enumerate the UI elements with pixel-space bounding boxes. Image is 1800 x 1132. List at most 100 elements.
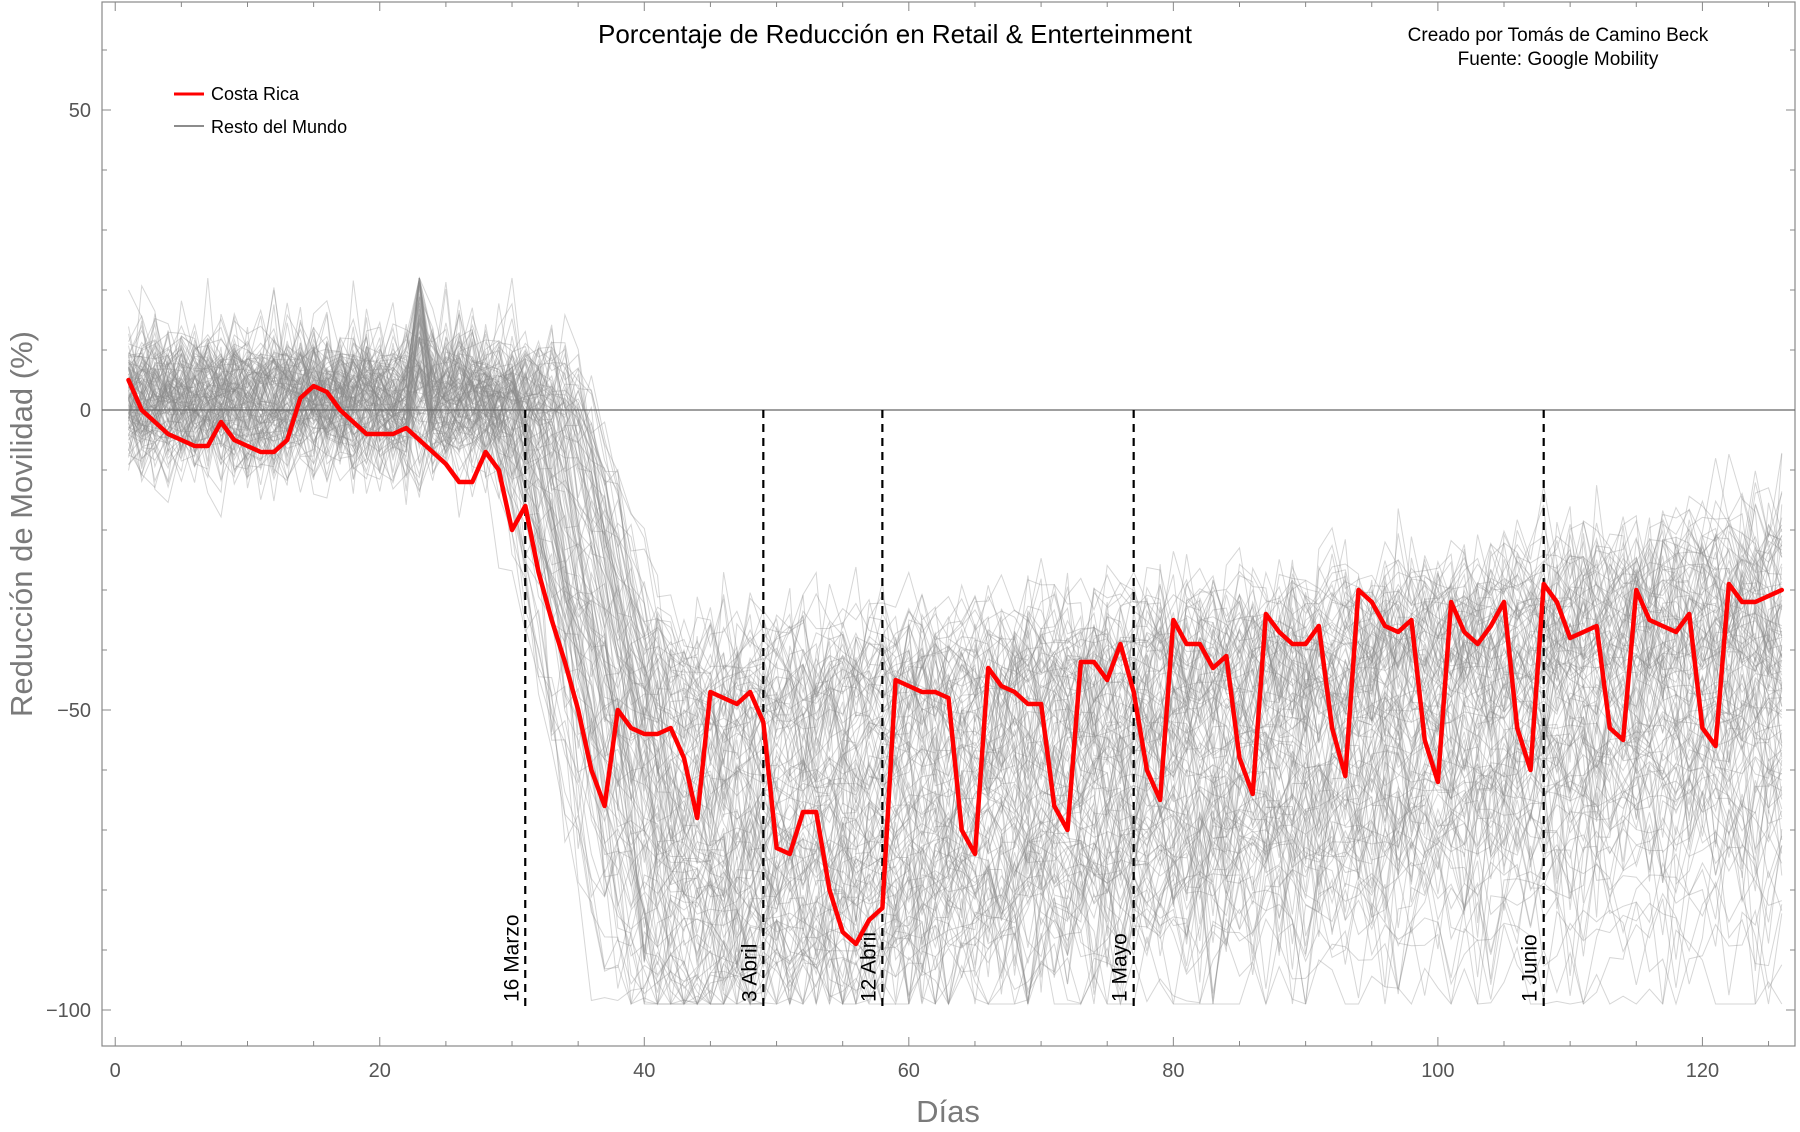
world-line [128, 324, 1783, 1005]
world-line [128, 302, 1783, 1005]
credit-source: Fuente: Google Mobility [1458, 49, 1659, 70]
world-line [128, 353, 1783, 776]
world-line [128, 315, 1782, 975]
world-line [128, 313, 1783, 1005]
world-line [128, 330, 1783, 751]
y-tick-label: −50 [57, 700, 91, 722]
world-line [128, 286, 1783, 881]
world-line [128, 300, 1783, 928]
world-line [128, 277, 1782, 811]
world-line [128, 277, 1783, 820]
plot-frame [101, 1, 1796, 1047]
world-line [128, 339, 1783, 919]
x-tick-label: 100 [1421, 1060, 1454, 1082]
world-line [128, 283, 1783, 688]
world-line [128, 326, 1783, 1005]
world-line [128, 375, 1782, 747]
y-tick-label: −100 [46, 1000, 91, 1022]
world-line [128, 335, 1783, 1006]
world-line [128, 279, 1783, 922]
world-line [128, 354, 1783, 1006]
world-line [128, 277, 1783, 864]
x-tick-label: 120 [1686, 1060, 1719, 1082]
world-line [128, 338, 1783, 907]
world-line [128, 284, 1783, 1005]
world-lines [128, 276, 1783, 1006]
world-line [128, 282, 1782, 967]
annotation-label: 1 Junio [1519, 934, 1542, 1002]
world-line [128, 288, 1783, 853]
world-line [128, 328, 1783, 765]
date-annotations: 16 Marzo 3 Abril 12 Abril 1 Mayo 1 Junio [500, 410, 1545, 1010]
world-line [128, 370, 1783, 702]
annotation-label: 3 Abril [738, 944, 761, 1002]
world-line [128, 342, 1783, 973]
world-line [128, 340, 1783, 989]
world-line [128, 352, 1783, 1006]
world-line [128, 296, 1783, 754]
world-line [128, 342, 1782, 772]
world-line [128, 337, 1783, 1006]
world-line [128, 341, 1782, 747]
world-line [128, 303, 1783, 968]
world-line [128, 366, 1783, 759]
x-tick-label: 40 [633, 1060, 655, 1082]
world-line [128, 313, 1782, 916]
world-line [128, 353, 1783, 816]
legend-world-label: Resto del Mundo [211, 117, 347, 137]
world-line [128, 329, 1783, 1006]
world-line [128, 346, 1783, 1005]
legend-costa-rica-label: Costa Rica [211, 84, 300, 104]
y-axis-title: Reducción de Movilidad (%) [4, 331, 39, 717]
world-line [128, 326, 1783, 910]
world-line [128, 345, 1783, 913]
world-line [128, 277, 1783, 1005]
costa-rica-line [126, 377, 1785, 947]
world-line [128, 281, 1783, 1006]
x-tick-label: 80 [1162, 1060, 1184, 1082]
world-line [128, 331, 1783, 1005]
world-line [128, 333, 1783, 981]
world-line [128, 350, 1783, 737]
x-tick-label: 20 [369, 1060, 391, 1082]
world-line [128, 337, 1783, 1002]
axis-ticks [102, 2, 1795, 1046]
world-line [128, 277, 1783, 958]
annotation-label: 1 Mayo [1109, 933, 1132, 1002]
annotation-label: 12 Abril [857, 932, 880, 1002]
annotation-label: 16 Marzo [500, 914, 523, 1002]
world-line [128, 347, 1783, 801]
world-line [128, 359, 1783, 739]
world-line [128, 314, 1783, 929]
world-line [128, 384, 1783, 765]
world-line [128, 277, 1783, 955]
world-line [128, 317, 1783, 865]
x-axis-title: Días [916, 1094, 980, 1129]
world-line [128, 313, 1783, 1005]
world-line [128, 379, 1783, 1006]
x-tick-label: 60 [898, 1060, 920, 1082]
x-tick-label: 0 [110, 1060, 121, 1082]
world-line [128, 356, 1783, 846]
world-line [128, 299, 1782, 1006]
world-line [128, 359, 1783, 1005]
world-line [128, 328, 1783, 1005]
world-line [128, 277, 1783, 879]
world-line [128, 277, 1783, 823]
world-line [128, 370, 1783, 1005]
world-line [128, 287, 1783, 802]
world-line [128, 322, 1783, 1006]
world-line [128, 351, 1783, 962]
world-line [128, 362, 1783, 966]
y-tick-label: 50 [69, 100, 91, 122]
world-line [128, 308, 1783, 1006]
world-line [128, 356, 1783, 995]
world-line [128, 277, 1783, 952]
credit-author: Creado por Tomás de Camino Beck [1408, 25, 1709, 46]
world-line [128, 346, 1783, 1006]
world-line [128, 277, 1783, 673]
world-line [128, 326, 1782, 1006]
chart-title: Porcentaje de Reducción en Retail & Ente… [598, 19, 1193, 49]
world-line [128, 365, 1783, 1006]
